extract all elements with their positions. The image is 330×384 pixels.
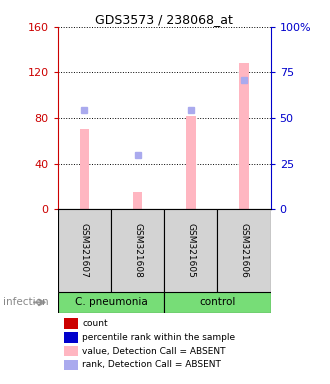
Bar xyxy=(80,129,89,209)
Bar xyxy=(58,209,111,292)
Text: percentile rank within the sample: percentile rank within the sample xyxy=(82,333,236,342)
Text: infection: infection xyxy=(3,297,49,308)
Bar xyxy=(133,192,142,209)
Text: GSM321608: GSM321608 xyxy=(133,223,142,278)
Text: rank, Detection Call = ABSENT: rank, Detection Call = ABSENT xyxy=(82,360,221,369)
Bar xyxy=(164,292,271,313)
Text: C. pneumonia: C. pneumonia xyxy=(75,297,147,308)
Text: count: count xyxy=(82,319,108,328)
Title: GDS3573 / 238068_at: GDS3573 / 238068_at xyxy=(95,13,233,26)
Text: GSM321606: GSM321606 xyxy=(240,223,248,278)
Text: GSM321605: GSM321605 xyxy=(186,223,195,278)
Bar xyxy=(164,209,217,292)
Bar xyxy=(239,63,249,209)
Text: GSM321607: GSM321607 xyxy=(80,223,89,278)
Text: value, Detection Call = ABSENT: value, Detection Call = ABSENT xyxy=(82,346,226,356)
Bar xyxy=(111,209,164,292)
Bar xyxy=(58,292,164,313)
Text: control: control xyxy=(199,297,236,308)
Bar xyxy=(217,209,271,292)
Bar xyxy=(186,116,196,209)
